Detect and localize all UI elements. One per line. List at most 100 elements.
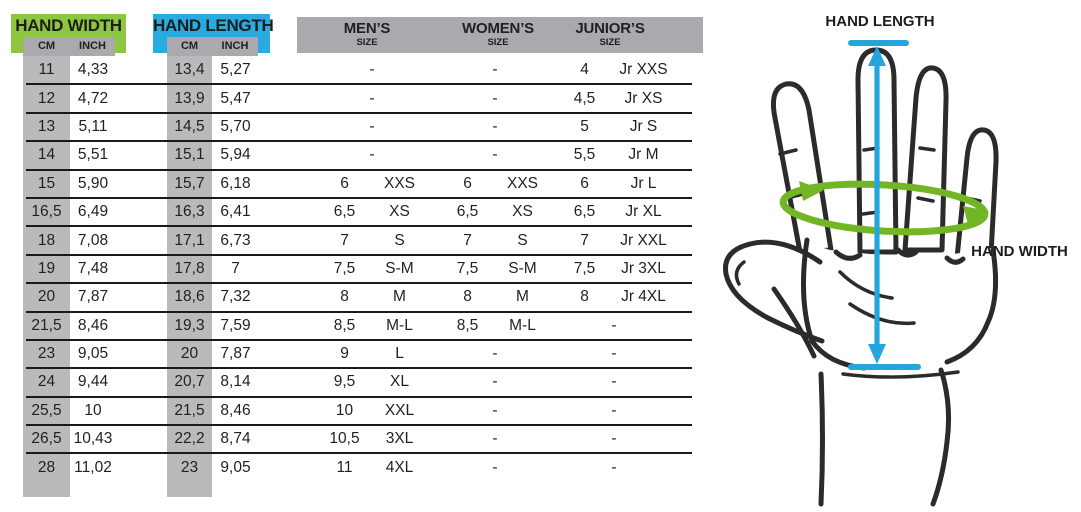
juniors-size-label: Jr XL [625, 203, 662, 221]
mens-size-cell: 6 XXS [317, 170, 427, 198]
mens-size-cell: 10 XXL [317, 397, 427, 425]
palm-fill [802, 242, 995, 369]
juniors-size-cell: 4,5 Jr XS [555, 84, 673, 112]
mens-size-cell: - [317, 84, 427, 112]
mens-size-number: 11 [336, 458, 353, 476]
mens-size-cell: 6,5 XS [317, 198, 427, 226]
womens-size-cell: - [440, 84, 550, 112]
juniors-size-number: 6 [580, 174, 589, 192]
juniors-size-number: 5 [580, 117, 589, 135]
length-inch-value: 5,47 [220, 89, 251, 107]
hand-length-units-bar: CM INCH [167, 37, 258, 56]
womens-size-header: WOMEN’S SIZE [445, 20, 551, 48]
womens-size-cell: - [440, 340, 550, 368]
length-inch-value: 5,94 [220, 146, 251, 164]
womens-size-label: M [516, 288, 529, 306]
juniors-size-number: 5,5 [573, 146, 596, 164]
width-cm-value: 14 [37, 146, 56, 164]
mens-size-label: M [393, 288, 406, 306]
width-inch-value: 10,43 [73, 430, 113, 448]
juniors-size-cell: 5,5 Jr M [555, 141, 673, 169]
womens-size-number: 7 [463, 231, 472, 249]
width-cm-value: 28 [37, 458, 56, 476]
width-cm-value: 13 [37, 117, 56, 135]
womens-size-cell: 7,5 S-M [440, 255, 550, 283]
hand-length-cm-label: CM [180, 40, 199, 52]
length-cm-value: 13,4 [174, 61, 205, 79]
womens-dash: - [492, 401, 498, 419]
row-divider [26, 225, 692, 228]
juniors-dash: - [611, 345, 617, 363]
womens-size-number: 8,5 [456, 316, 479, 334]
womens-dash: - [492, 146, 498, 164]
width-inch-value: 7,48 [77, 259, 109, 277]
length-inch-value: 8,14 [220, 373, 251, 391]
mens-size-label: XXS [383, 174, 415, 192]
length-inch-value: 5,70 [220, 117, 251, 135]
size-table: HAND WIDTH CM INCH HAND LENGTH CM INCH M… [0, 14, 710, 497]
width-cm-value: 16,5 [31, 203, 62, 221]
width-inch-value: 10 [84, 401, 102, 419]
mens-size-label: XXL [384, 401, 415, 419]
row-divider [26, 111, 692, 114]
juniors-size-number: 7,5 [573, 259, 596, 277]
hand-width-cm-label: CM [37, 40, 56, 52]
hand-width-inch-label: INCH [79, 40, 106, 52]
womens-dash: - [492, 430, 498, 448]
width-cm-value: 18 [37, 231, 56, 249]
length-inch-value: 7,32 [220, 288, 251, 306]
hand-width-header: HAND WIDTH CM INCH [11, 14, 126, 56]
width-cm-value: 23 [37, 345, 56, 363]
sizes-header-bar: MEN’S SIZE WOMEN’S SIZE JUNIOR’S SIZE [297, 17, 703, 53]
hand-length-diagram-label: HAND LENGTH [825, 13, 935, 30]
womens-size-number: 6 [463, 174, 472, 192]
womens-size-cell: - [440, 397, 550, 425]
mens-size-number: 6 [340, 174, 349, 192]
length-cm-value: 20 [180, 345, 199, 363]
palm-right-edge [944, 247, 999, 365]
width-inch-value: 9,05 [77, 345, 109, 363]
web-middle-ring [895, 247, 919, 258]
womens-dash: - [492, 373, 498, 391]
width-inch-value: 5,51 [77, 146, 109, 164]
table-row: 20 7,87 18,6 7,32 8 M 8 M 8 Jr 4XL [0, 283, 710, 313]
womens-size-label: S [517, 231, 528, 249]
length-cm-value: 17,8 [174, 259, 205, 277]
row-divider [26, 196, 692, 199]
length-inch-value: 7,87 [220, 345, 251, 363]
row-divider [26, 338, 692, 341]
juniors-size-number: 4,5 [573, 89, 596, 107]
womens-size-label: XXS [506, 174, 538, 192]
web-ring-pinky [944, 255, 966, 265]
length-cm-value: 22,2 [174, 430, 205, 448]
table-row: 11 4,33 13,4 5,27 - - 4 Jr XXS [0, 56, 710, 86]
womens-dash: - [492, 61, 498, 79]
mens-size-number: 8 [340, 288, 349, 306]
womens-dash: - [492, 345, 498, 363]
womens-size-cell: - [440, 368, 550, 396]
width-cm-value: 11 [38, 61, 55, 79]
thumb-crease [734, 260, 746, 286]
mens-size-number: 6,5 [333, 203, 356, 221]
mens-size-label: L [395, 345, 404, 363]
womens-subtitle: SIZE [487, 37, 509, 48]
juniors-size-cell: - [555, 397, 673, 425]
mens-size-cell: 11 4XL [317, 453, 427, 481]
juniors-size-label: Jr XXS [619, 61, 668, 79]
juniors-size-cell: - [555, 453, 673, 481]
juniors-size-header: JUNIOR’S SIZE [557, 20, 663, 48]
mens-dash: - [369, 146, 375, 164]
length-inch-value: 6,41 [220, 203, 251, 221]
table-row: 23 9,05 20 7,87 9 L - - [0, 340, 710, 370]
width-cm-value: 26,5 [31, 430, 62, 448]
width-inch-value: 5,11 [78, 117, 108, 135]
crease [916, 196, 935, 203]
juniors-size-cell: - [555, 368, 673, 396]
loop-arrowhead-right [963, 206, 989, 228]
loop-arrowhead-left [799, 181, 824, 201]
womens-size-label: M-L [509, 316, 536, 334]
palm-crease [848, 302, 916, 326]
